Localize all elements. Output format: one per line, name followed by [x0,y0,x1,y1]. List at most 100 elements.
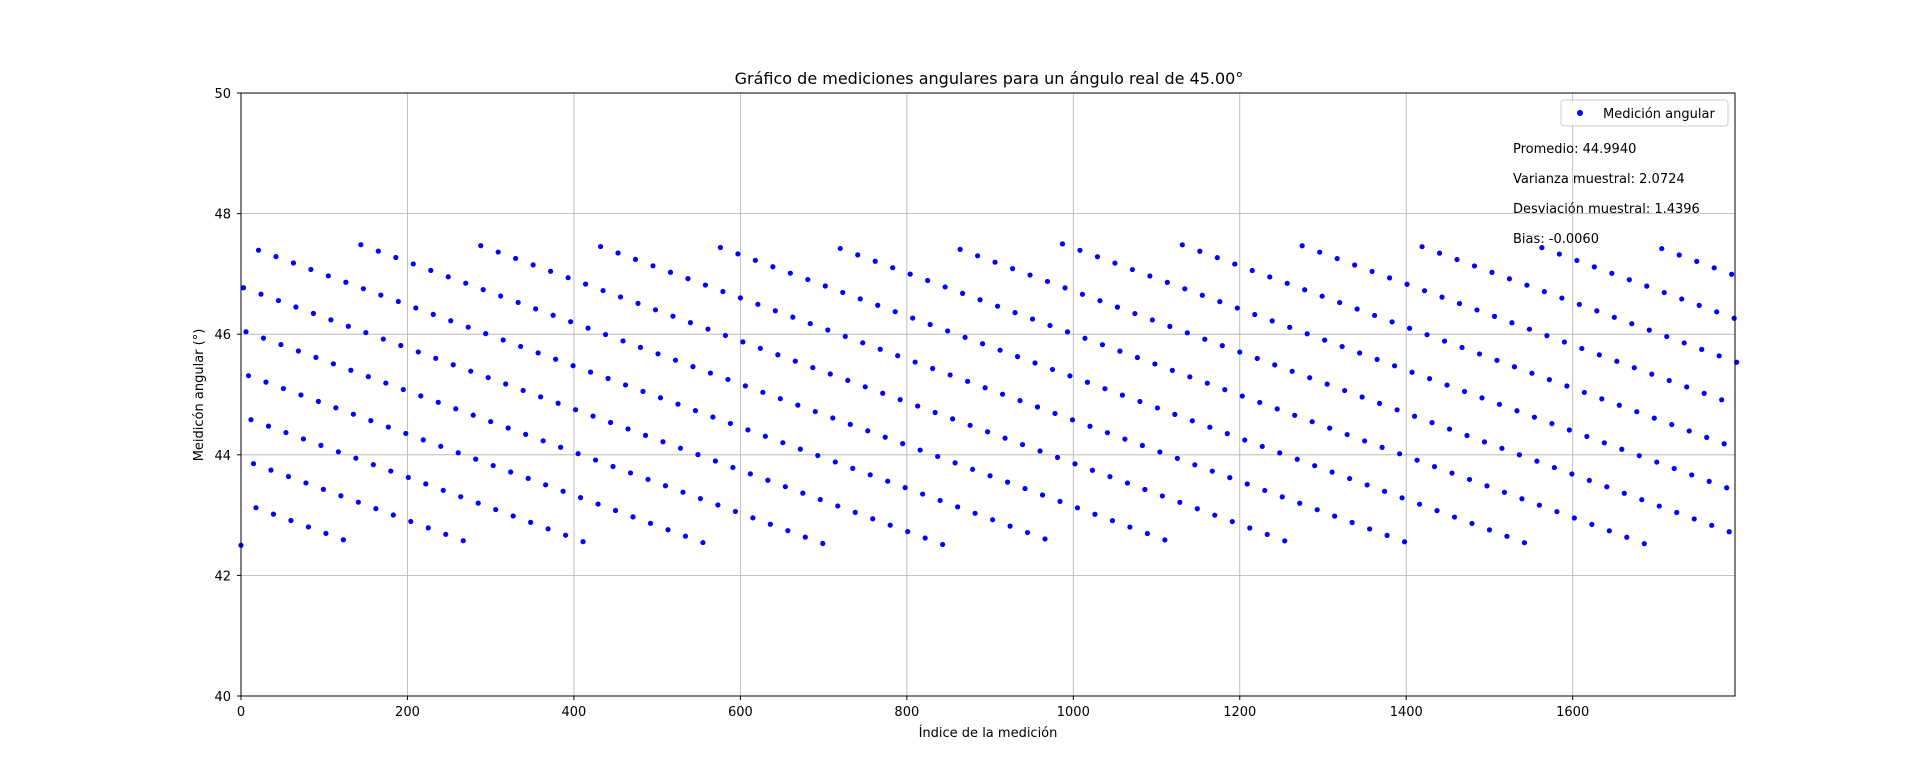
data-point [335,449,341,455]
data-point [1224,431,1230,437]
data-point [852,509,858,515]
data-point [328,317,334,323]
data-point [1706,478,1712,484]
data-point [1004,479,1011,485]
data-point [518,343,524,350]
data-point [862,384,868,390]
data-point [597,243,604,250]
data-point [1624,534,1630,540]
data-point [989,517,996,523]
data-point [637,344,644,350]
data-point [1529,370,1535,376]
data-point [1411,413,1418,419]
data-point [1334,255,1340,262]
data-point [400,386,406,393]
data-point [1047,322,1053,329]
data-point [1384,532,1390,538]
data-point [330,361,336,367]
data-point [1087,423,1093,429]
data-point [1681,340,1687,346]
data-point [1214,255,1220,261]
data-point [358,242,364,248]
data-point [545,526,551,532]
stat-bias: Bias: -0.0060 [1513,232,1599,247]
data-point [1084,379,1091,385]
data-point [1636,453,1642,459]
data-point [315,398,322,404]
x-tick-label: 1400 [1390,705,1423,720]
data-point [817,496,823,503]
data-point [607,419,614,426]
data-point [1729,271,1735,277]
data-point [1302,287,1308,293]
data-point [1721,441,1727,447]
data-point [438,443,444,449]
data-point [375,248,381,254]
data-point [865,428,871,434]
data-point [360,286,366,292]
data-point [660,439,666,445]
data-point [1644,283,1650,289]
data-point [1367,526,1373,532]
data-point [300,436,307,442]
data-point [837,245,843,252]
data-point [303,480,309,486]
data-point [1704,434,1710,440]
data-point [1364,482,1370,488]
data-point [1149,317,1155,323]
data-point [735,251,741,257]
data-point [1689,472,1695,478]
data-point [255,247,262,253]
data-point [652,307,659,313]
data-point [1504,533,1510,539]
data-point [912,359,918,365]
data-point [1032,360,1038,366]
data-point [1506,276,1513,282]
data-point [1691,516,1697,522]
data-point [1044,278,1051,285]
y-tick-label: 46 [214,328,231,343]
data-point [737,295,743,301]
data-point [1651,415,1657,421]
data-point [493,506,499,513]
data-point [1476,351,1483,357]
data-point [1072,461,1078,467]
data-point [1157,449,1163,455]
data-point [1539,245,1545,251]
data-point [1347,475,1353,482]
data-point [967,422,973,428]
x-tick-label: 1600 [1556,705,1589,720]
data-point [1232,261,1238,267]
data-point [1337,299,1343,306]
data-point [682,533,689,539]
data-point [1189,418,1195,424]
data-point [732,508,738,515]
data-point [380,336,386,342]
data-point [1124,480,1131,486]
x-axis-label: Índice de la medición [919,725,1058,741]
data-point [488,418,494,425]
data-point [715,502,721,508]
data-point [1641,541,1647,547]
data-point [745,427,751,433]
data-point [403,430,409,437]
stats-annotation: Promedio: 44.9940 Varianza muestral: 2.0… [1513,142,1700,247]
data-point [373,506,379,512]
data-point [1434,508,1440,514]
data-point [710,414,716,420]
data-point [1709,522,1715,528]
data-point [1244,481,1250,487]
data-point [500,337,506,343]
data-point [1009,266,1016,272]
data-point [1629,321,1635,327]
data-point [1219,343,1225,349]
data-point [285,473,292,480]
y-axis-label: Meidicón angular (°) [192,329,207,462]
data-point [1329,469,1335,475]
data-point [1257,399,1263,406]
data-point [410,261,416,267]
data-point [722,332,729,339]
data-point [1164,279,1170,285]
data-point [1049,366,1056,373]
data-point [533,306,539,312]
